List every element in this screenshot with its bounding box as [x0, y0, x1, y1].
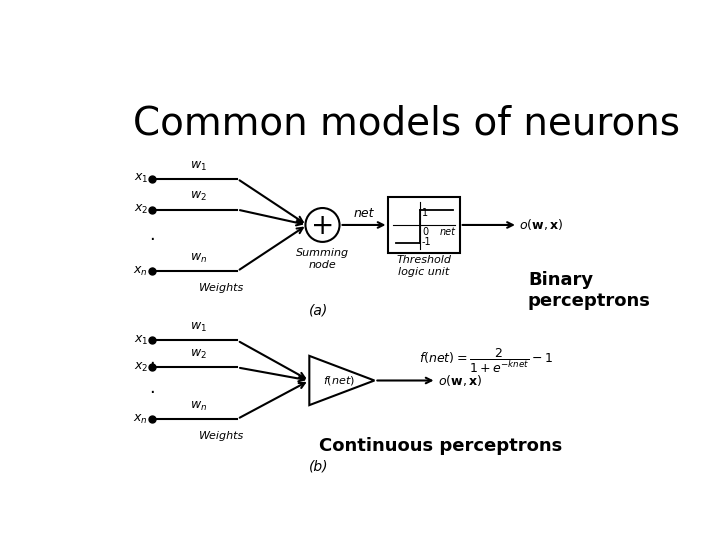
Text: $w_2$: $w_2$ [190, 190, 207, 204]
Text: (b): (b) [309, 460, 328, 474]
Text: ·
·
·: · · · [149, 355, 155, 431]
Text: $w_2$: $w_2$ [190, 348, 207, 361]
Text: $x_2$: $x_2$ [134, 203, 148, 216]
Text: $x_1$: $x_1$ [134, 334, 148, 347]
Text: Weights: Weights [199, 283, 244, 293]
Text: 1: 1 [422, 208, 428, 218]
Text: $w_1$: $w_1$ [190, 321, 207, 334]
Text: $x_n$: $x_n$ [133, 265, 148, 278]
Text: Continuous perceptrons: Continuous perceptrons [319, 437, 562, 455]
Text: $x_n$: $x_n$ [133, 413, 148, 426]
Text: 0: 0 [423, 227, 428, 237]
Text: ·
·
·: · · · [149, 202, 155, 279]
Text: +: + [311, 212, 334, 240]
Text: -1: -1 [422, 237, 431, 247]
Text: $w_n$: $w_n$ [190, 252, 207, 265]
Text: $o(\mathbf{w},\mathbf{x})$: $o(\mathbf{w},\mathbf{x})$ [519, 218, 564, 232]
Text: $w_n$: $w_n$ [190, 400, 207, 413]
Polygon shape [310, 356, 374, 405]
Text: $w_1$: $w_1$ [190, 159, 207, 173]
FancyBboxPatch shape [388, 197, 459, 253]
Text: $o(\mathbf{w},\mathbf{x})$: $o(\mathbf{w},\mathbf{x})$ [438, 373, 482, 388]
Text: net: net [440, 227, 456, 237]
Text: $x_2$: $x_2$ [134, 361, 148, 374]
Circle shape [305, 208, 340, 242]
Text: Threshold
logic unit: Threshold logic unit [397, 255, 451, 276]
Text: $x_1$: $x_1$ [134, 172, 148, 185]
Text: $f(net)=\dfrac{2}{1+e^{-knet}}-1$: $f(net)=\dfrac{2}{1+e^{-knet}}-1$ [419, 346, 554, 375]
Text: (a): (a) [309, 303, 328, 318]
Text: $f(net)$: $f(net)$ [323, 374, 355, 387]
Text: Common models of neurons: Common models of neurons [132, 105, 680, 143]
Text: Weights: Weights [199, 430, 244, 441]
Text: Binary
perceptrons: Binary perceptrons [528, 271, 651, 310]
Text: Summing
node: Summing node [296, 248, 349, 269]
Text: net: net [354, 207, 374, 220]
